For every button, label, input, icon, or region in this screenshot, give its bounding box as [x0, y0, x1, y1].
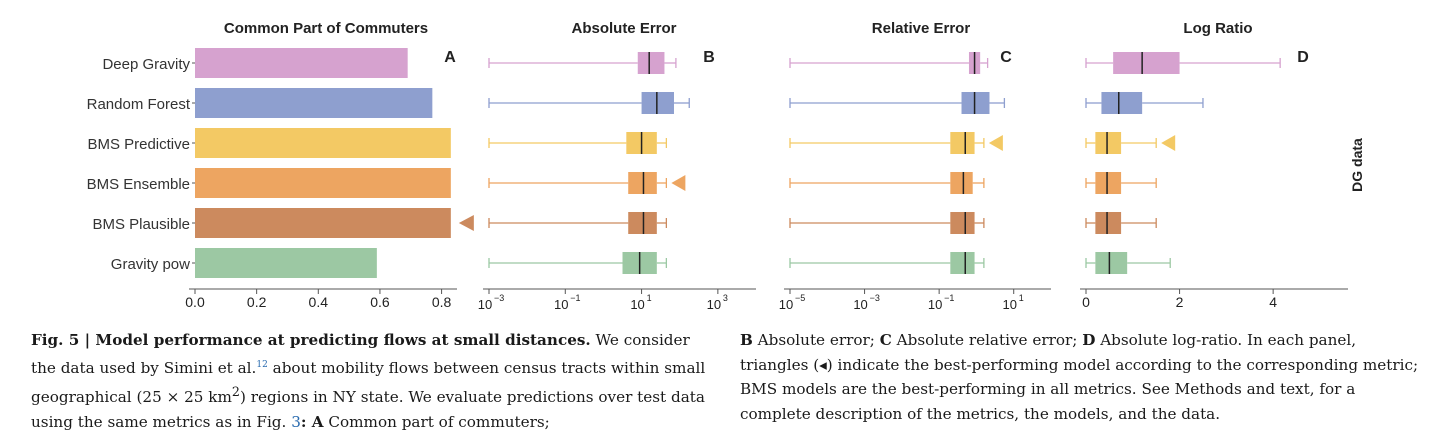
box-bms-predictive — [1095, 132, 1122, 154]
panel-title-d: Log Ratio — [1183, 20, 1252, 37]
x-tick-label: 0 — [1082, 294, 1090, 310]
caption-panel-b-text: Absolute error; — [752, 331, 880, 349]
x-tick-label: 10 — [1002, 297, 1016, 312]
box-gravity-pow — [950, 252, 975, 274]
category-label: Deep Gravity — [102, 56, 190, 73]
x-tick-exponent: 1 — [1019, 293, 1024, 303]
panel-letter-a: A — [444, 49, 456, 66]
x-tick-label: 0.0 — [185, 294, 205, 310]
bar-bms-plausible — [195, 208, 451, 238]
caption-figure-link[interactable]: 3 — [291, 412, 301, 431]
x-tick-label: 10 — [630, 297, 644, 312]
caption-figure-title: Fig. 5 | Model performance at predicting… — [31, 331, 591, 349]
box-random-forest — [641, 92, 674, 114]
category-label: Gravity pow — [111, 256, 190, 273]
box-bms-plausible — [1095, 212, 1122, 234]
x-tick-label: 0.4 — [309, 294, 329, 310]
x-tick-label: 10 — [853, 297, 867, 312]
x-tick-exponent: 3 — [723, 293, 728, 303]
x-tick-label: 10 — [707, 297, 721, 312]
x-tick-label: 10 — [554, 297, 568, 312]
caption-panel-b-letter: B — [740, 331, 753, 349]
figure-caption: Fig. 5 | Model performance at predicting… — [0, 328, 1436, 443]
x-tick-exponent: −1 — [944, 293, 954, 303]
figure-panels: Common Part of Commuters A Absolute Error B… — [87, 20, 1365, 312]
caption-panel-a-letter: A — [311, 412, 324, 431]
best-model-triangle — [1161, 135, 1176, 151]
x-tick-exponent: −5 — [795, 293, 805, 303]
x-tick-label: 10 — [779, 297, 793, 312]
dataset-side-label: DG data — [1349, 138, 1365, 192]
box-bms-ensemble — [950, 172, 973, 194]
caption-panel-c-letter: C — [879, 331, 892, 349]
x-tick-label: 0.8 — [432, 294, 452, 310]
panel-letter-b: B — [703, 49, 715, 66]
caption-right-column: B Absolute error; C Absolute relative er… — [740, 328, 1420, 426]
category-label: BMS Predictive — [87, 136, 190, 153]
caption-text-4: : — [300, 412, 312, 431]
x-tick-exponent: −3 — [870, 293, 880, 303]
bar-deep-gravity — [195, 48, 408, 78]
caption-text-2: about mobility flows between census trac… — [31, 358, 706, 407]
bar-random-forest — [195, 88, 433, 118]
x-tick-label: 10 — [478, 297, 492, 312]
bar-bms-predictive — [195, 128, 451, 158]
best-model-triangle — [988, 135, 1003, 151]
best-model-triangle — [458, 215, 474, 231]
caption-panel-d-text: Absolute log-ratio. In each panel, trian… — [740, 331, 1419, 423]
x-tick-label: 0.6 — [370, 294, 390, 310]
panel-title-a: Common Part of Commuters — [224, 20, 428, 37]
box-random-forest — [961, 92, 990, 114]
box-deep-gravity — [637, 52, 665, 74]
caption-text-5: Common part of commuters; — [323, 412, 550, 431]
box-bms-predictive — [950, 132, 975, 154]
bar-bms-ensemble — [195, 168, 451, 198]
caption-text-3: ) regions in NY state. We evaluate predi… — [31, 388, 705, 431]
x-tick-label: 0.2 — [247, 294, 267, 310]
caption-left-column: Fig. 5 | Model performance at predicting… — [31, 331, 706, 431]
x-tick-label: 10 — [928, 297, 942, 312]
panel-title-c: Relative Error — [872, 20, 971, 37]
x-tick-exponent: 1 — [647, 293, 652, 303]
best-model-triangle — [671, 175, 686, 191]
caption-citation-link[interactable]: 12 — [256, 359, 268, 370]
box-deep-gravity — [1113, 52, 1180, 74]
x-tick-label: 4 — [1269, 294, 1277, 310]
caption-panel-d-letter: D — [1082, 331, 1096, 349]
box-random-forest — [1101, 92, 1143, 114]
category-label: Random Forest — [87, 96, 191, 113]
box-bms-ensemble — [628, 172, 657, 194]
box-bms-plausible — [628, 212, 657, 234]
box-bms-plausible — [950, 212, 975, 234]
box-bms-ensemble — [1095, 172, 1122, 194]
panel-letter-c: C — [1000, 49, 1012, 66]
panel-letter-d: D — [1297, 49, 1309, 66]
x-tick-exponent: −3 — [494, 293, 504, 303]
box-gravity-pow — [1095, 252, 1128, 274]
caption-panel-c-text: Absolute relative error; — [891, 331, 1083, 349]
x-tick-exponent: −1 — [570, 293, 580, 303]
panel-title-b: Absolute Error — [571, 20, 676, 37]
category-label: BMS Ensemble — [87, 176, 190, 193]
caption-text-1: We consider the data used by Simini et a… — [31, 331, 690, 377]
category-label: BMS Plausible — [92, 216, 190, 233]
x-tick-label: 2 — [1176, 294, 1184, 310]
bar-gravity-pow — [195, 248, 377, 278]
